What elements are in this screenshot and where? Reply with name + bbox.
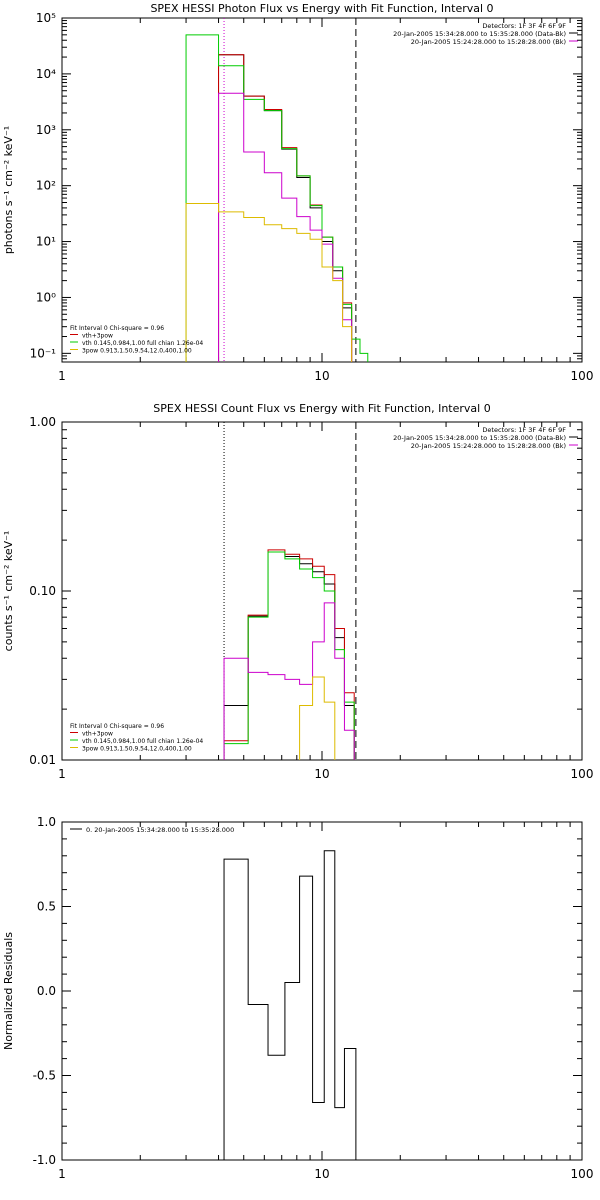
chart-panel-3: Normalized Residuals 1 10 100 -1.0 -0.5 0.0 0.5… (2, 815, 593, 1181)
legend-text: vth+3pow (82, 333, 113, 340)
legend-text: Detectors: 1F 3F 4F 6F 9F (482, 22, 566, 30)
chart-title: SPEX HESSI Count Flux vs Energy with Fit… (153, 402, 490, 415)
legend-text: 20-Jan-2005 15:34:28.000 to 15:35:28.000… (393, 30, 566, 38)
legend-text: Fit Interval 0 Chi-square = 0.96 (70, 325, 164, 332)
axis-ticks (61, 421, 583, 761)
legend-text: 0. 20-Jan-2005 15:34:28.000 to 15:35:28.… (86, 826, 234, 834)
data-series-3 (185, 34, 369, 362)
axis-ticks (61, 821, 583, 1161)
y-tick-label: 10³ (36, 123, 56, 137)
data-series-2 (218, 54, 353, 362)
chart-panel-1: SPEX HESSI Photon Flux vs Energy with Fi… (2, 2, 593, 383)
x-tick-label: 10 (314, 767, 329, 781)
y-tick-label: 0.01 (29, 753, 56, 767)
legend-text: Fit Interval 0 Chi-square = 0.96 (70, 723, 164, 730)
legend-text: 20-Jan-2005 15:24:28.000 to 15:28:28.000… (411, 38, 566, 46)
legend-text: vth+3pow (82, 731, 113, 738)
data-series-4 (218, 92, 353, 362)
y-tick-label: 1.00 (29, 415, 56, 429)
x-tick-label: 100 (571, 369, 594, 383)
x-tick-label: 10 (314, 1167, 329, 1181)
x-tick-label: 100 (571, 767, 594, 781)
chart-panel-2: SPEX HESSI Count Flux vs Energy with Fit… (2, 402, 594, 781)
y-axis-label: Normalized Residuals (2, 932, 15, 1050)
legend-text: 3pow 0.913,1.50,9.54,12.0,400,1.00 (82, 746, 192, 753)
y-axis-label: photons s⁻¹ cm⁻² keV⁻¹ (2, 126, 15, 254)
data-series-2 (223, 549, 355, 760)
plot-frame (61, 821, 583, 1161)
data-series-1 (223, 850, 357, 1160)
data-series-4 (223, 602, 355, 760)
x-tick-label: 1 (58, 369, 66, 383)
y-axis-label: counts s⁻¹ cm⁻² keV⁻¹ (2, 531, 15, 652)
legend-text: Detectors: 1F 3F 4F 6F 9F (482, 426, 566, 434)
y-tick-label: -0.5 (33, 1069, 56, 1083)
y-tick-label: 10⁴ (36, 67, 56, 81)
y-tick-label: 1.0 (37, 815, 56, 829)
plot-frame (61, 17, 583, 363)
data-series-1 (218, 54, 353, 362)
y-tick-label: 0.10 (29, 584, 56, 598)
data-series-5 (299, 676, 336, 760)
y-tick-label: 10⁰ (36, 290, 56, 304)
chart-title: SPEX HESSI Photon Flux vs Energy with Fi… (150, 2, 493, 15)
y-tick-label: 0.0 (37, 984, 56, 998)
data-area (223, 850, 357, 1160)
data-series-3 (223, 551, 355, 760)
x-tick-label: 1 (58, 1167, 66, 1181)
y-tick-label: 10¹ (36, 235, 56, 249)
data-series-5 (185, 202, 353, 362)
x-tick-label: 1 (58, 767, 66, 781)
legend-text: 20-Jan-2005 15:34:28.000 to 15:35:28.000… (393, 434, 566, 442)
legend-text: 3pow 0.913,1.50,9.54,12.0,400,1.00 (82, 348, 192, 355)
y-tick-label: 10² (36, 179, 56, 193)
x-tick-label: 100 (571, 1167, 594, 1181)
y-tick-label: 0.5 (37, 900, 56, 914)
axis-ticks (61, 17, 583, 363)
legend-text: 20-Jan-2005 15:24:28.000 to 15:28:28.000… (411, 442, 566, 450)
plot-frame (61, 421, 583, 761)
data-series-1 (223, 551, 355, 760)
legend-text: vth 0.145,0.984,1.00 full chian 1.26e-04 (82, 738, 203, 745)
y-tick-label: -1.0 (33, 1153, 56, 1167)
x-tick-label: 10 (314, 369, 329, 383)
data-area (185, 34, 369, 362)
y-tick-label: 10⁻¹ (30, 346, 57, 360)
y-tick-label: 10⁵ (36, 11, 56, 25)
data-area (223, 549, 355, 760)
legend-text: vth 0.145,0.984,1.00 full chian 1.26e-04 (82, 340, 203, 347)
